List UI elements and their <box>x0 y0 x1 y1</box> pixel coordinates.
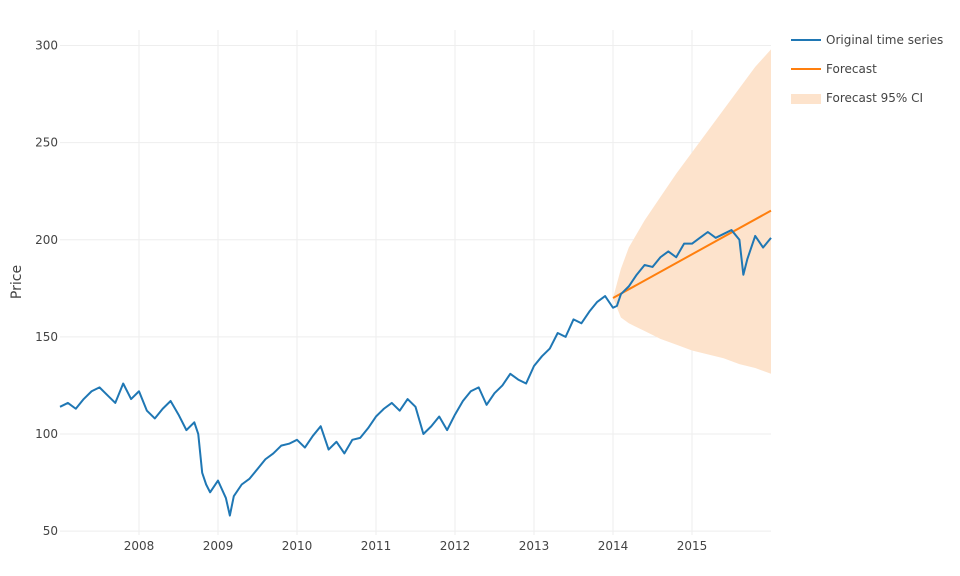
forecast-line <box>612 209 772 299</box>
y-tick-label: 200 <box>35 233 58 247</box>
y-tick-label: 100 <box>35 427 58 441</box>
x-tick-label: 2015 <box>677 539 708 553</box>
legend-label-forecast: Forecast <box>826 62 877 76</box>
forecast-ci-layer <box>613 49 771 374</box>
y-axis-title: Price <box>9 265 25 299</box>
y-tick-label: 300 <box>35 39 58 53</box>
y-tick-label: 250 <box>35 136 58 150</box>
original-series-layer <box>59 229 772 517</box>
legend-swatch-forecast-ci <box>791 94 821 104</box>
legend[interactable]: Original time series Forecast Forecast 9… <box>791 33 943 105</box>
forecast-layer <box>612 209 772 299</box>
legend-item-forecast[interactable]: Forecast <box>791 62 877 76</box>
x-tick-label: 2010 <box>282 539 313 553</box>
y-tick-label: 150 <box>35 330 58 344</box>
x-tick-label: 2009 <box>203 539 234 553</box>
y-axis: 50 100 150 200 250 300 <box>35 39 58 539</box>
legend-item-forecast-ci[interactable]: Forecast 95% CI <box>791 91 923 105</box>
x-tick-label: 2013 <box>519 539 550 553</box>
x-tick-label: 2011 <box>361 539 392 553</box>
legend-item-original[interactable]: Original time series <box>791 33 943 47</box>
forecast-ci-band <box>613 49 771 374</box>
y-tick-label: 50 <box>43 524 58 538</box>
x-tick-label: 2008 <box>124 539 155 553</box>
legend-label-forecast-ci: Forecast 95% CI <box>826 91 923 105</box>
x-axis: 2008 2009 2010 2011 2012 2013 2014 2015 <box>124 539 708 553</box>
x-tick-label: 2014 <box>598 539 629 553</box>
x-tick-label: 2012 <box>440 539 471 553</box>
legend-label-original: Original time series <box>826 33 943 47</box>
original-series-line <box>59 229 772 517</box>
